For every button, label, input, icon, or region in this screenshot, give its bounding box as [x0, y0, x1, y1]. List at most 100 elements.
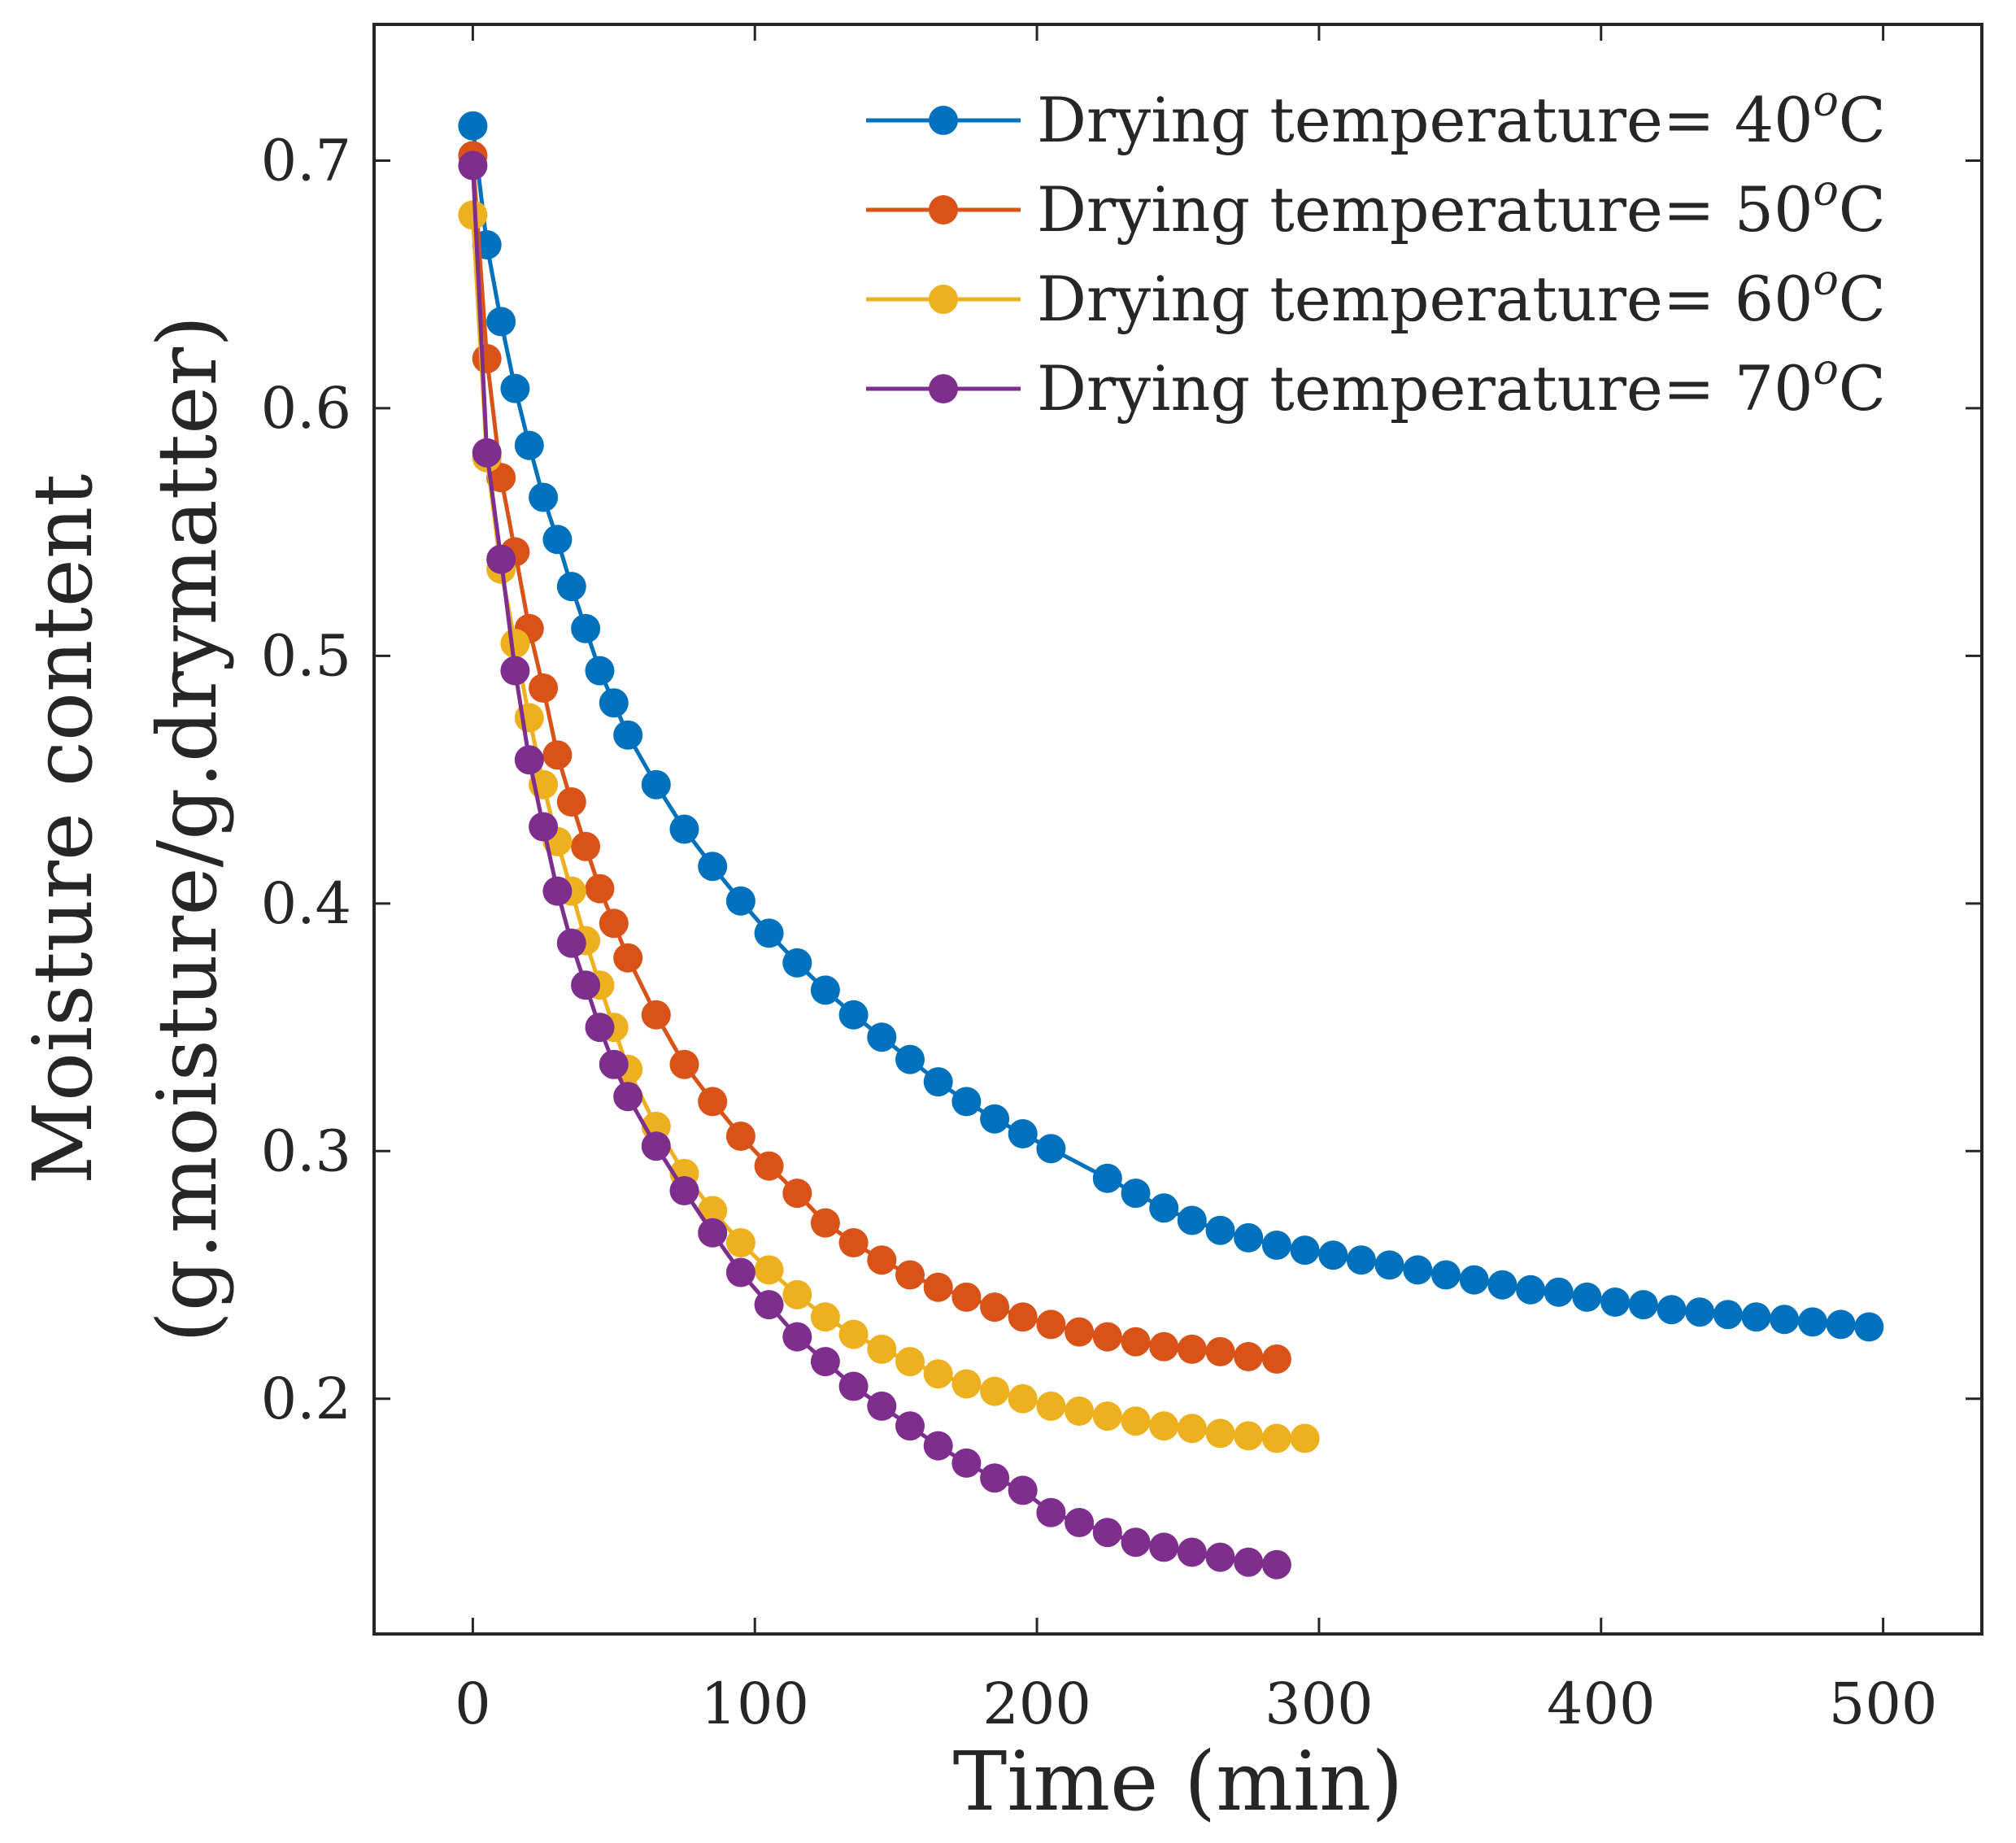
data-point	[1685, 1297, 1715, 1327]
data-point	[1036, 1134, 1066, 1164]
data-point	[923, 1272, 953, 1302]
y-tick-label: 0.3	[261, 1118, 351, 1184]
data-point	[754, 1151, 784, 1181]
plot-area-frame	[372, 23, 1983, 1636]
data-point	[1205, 1418, 1235, 1449]
data-point	[1770, 1305, 1800, 1335]
data-point	[1036, 1391, 1066, 1421]
data-point	[895, 1411, 925, 1441]
data-point	[754, 1290, 784, 1320]
y-tick-label: 0.6	[261, 375, 351, 442]
data-point	[1121, 1527, 1151, 1558]
data-point	[514, 430, 544, 460]
data-point	[1092, 1518, 1122, 1548]
data-point	[810, 1347, 840, 1377]
legend-label: Drying temperature= 70oC	[1037, 346, 1886, 425]
data-point	[1205, 1542, 1235, 1572]
data-point	[1826, 1309, 1856, 1340]
data-point	[923, 1431, 953, 1461]
data-point	[1487, 1270, 1517, 1300]
data-point	[754, 1255, 784, 1285]
series-group-0	[458, 111, 1884, 1342]
data-point	[1318, 1240, 1348, 1270]
data-point	[542, 740, 573, 770]
data-point	[1234, 1421, 1264, 1451]
data-point	[641, 769, 671, 800]
data-point	[1234, 1342, 1264, 1371]
data-point	[1797, 1307, 1827, 1337]
data-point	[1065, 1508, 1095, 1537]
data-point	[486, 544, 516, 574]
legend-swatch-marker	[929, 374, 958, 403]
data-point	[1544, 1277, 1574, 1307]
data-point	[725, 1257, 755, 1287]
data-point	[641, 1131, 671, 1161]
legend-swatch-marker	[929, 106, 958, 135]
data-point	[867, 1245, 897, 1275]
data-point	[1149, 1331, 1179, 1362]
tick-labels-layer: 0 100 200 300 400 500 0.2 0.3 0.4 0.5 0.6 0.7	[261, 127, 1938, 1737]
data-point	[1290, 1235, 1320, 1266]
data-point	[1092, 1401, 1122, 1431]
data-point	[669, 1049, 699, 1079]
data-point	[1121, 1406, 1151, 1436]
legend-label: Drying temperature= 50oC	[1037, 167, 1886, 246]
data-point	[613, 943, 643, 973]
data-point	[951, 1087, 982, 1117]
data-point	[458, 111, 488, 141]
data-point	[529, 482, 559, 512]
data-point	[1008, 1302, 1038, 1332]
data-point	[529, 673, 559, 703]
data-point	[923, 1067, 953, 1097]
data-point	[1121, 1179, 1151, 1209]
data-point	[542, 876, 573, 906]
data-point	[613, 720, 643, 750]
data-point	[556, 572, 586, 602]
x-tick-label: 500	[1829, 1671, 1938, 1737]
legend-item-3: Drying temperature= 70oC	[866, 346, 1886, 425]
ticks-layer	[374, 24, 1982, 1634]
data-point	[1290, 1423, 1320, 1453]
data-point	[867, 1391, 897, 1421]
data-point	[1149, 1532, 1179, 1562]
data-point	[571, 831, 601, 861]
data-point	[1008, 1475, 1038, 1505]
data-point	[1149, 1411, 1179, 1441]
data-point	[669, 1176, 699, 1205]
data-point	[1205, 1215, 1235, 1245]
y-axis-title-line-2: (g.moisture/g.drymatter)	[140, 316, 235, 1343]
data-point	[698, 1087, 728, 1117]
data-point	[1374, 1250, 1404, 1280]
legend-item-1: Drying temperature= 50oC	[866, 167, 1886, 246]
data-point	[895, 1044, 925, 1074]
data-point	[1431, 1260, 1461, 1290]
x-tick-label: 400	[1547, 1671, 1656, 1737]
series-line	[470, 155, 1278, 1362]
legend-item-2: Drying temperature= 60oC	[866, 256, 1886, 335]
data-point	[1121, 1327, 1151, 1357]
data-point	[923, 1359, 953, 1389]
data-point	[1008, 1383, 1038, 1414]
data-point	[472, 344, 502, 373]
data-point	[1177, 1334, 1207, 1364]
y-tick-label: 0.7	[261, 127, 351, 194]
y-tick-label: 0.4	[261, 870, 351, 937]
data-point	[514, 745, 544, 775]
data-point	[472, 438, 502, 468]
x-axis-title: Time (min)	[953, 1734, 1404, 1829]
data-point	[1036, 1497, 1066, 1527]
data-point	[895, 1260, 925, 1290]
data-point	[1036, 1309, 1066, 1340]
data-point	[599, 1049, 629, 1079]
data-point	[1092, 1163, 1122, 1193]
data-point	[500, 656, 530, 686]
data-point	[980, 1376, 1010, 1406]
data-point	[1459, 1265, 1489, 1295]
data-point	[810, 1302, 840, 1332]
data-point	[1177, 1414, 1207, 1444]
data-point	[754, 918, 784, 948]
series-layer	[458, 111, 1884, 1579]
data-point	[458, 200, 488, 230]
series-group-3	[458, 150, 1291, 1579]
